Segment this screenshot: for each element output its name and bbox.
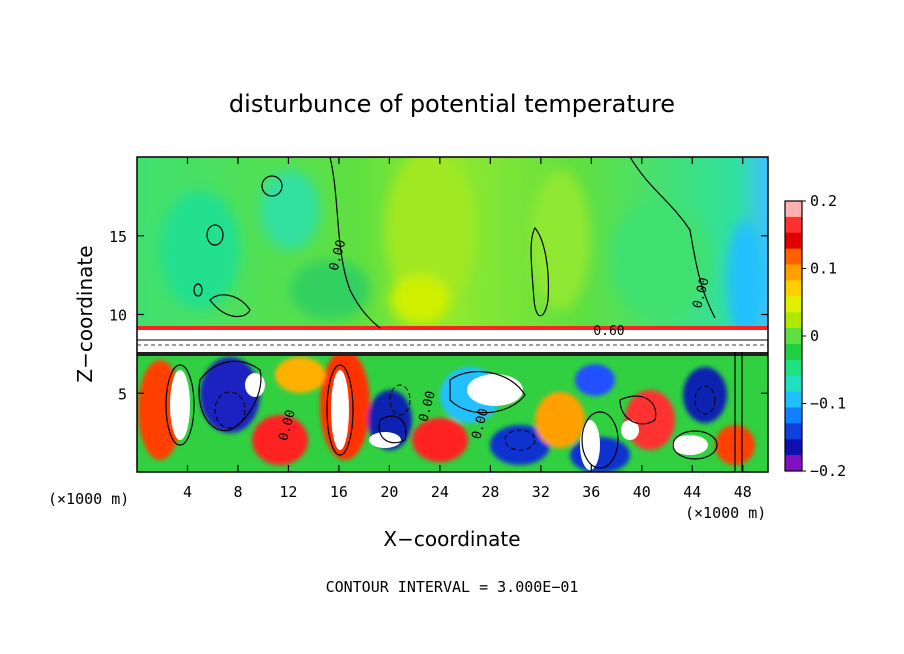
x-axis-unit-left: (×1000 m) (48, 490, 129, 508)
x-tick-label: 4 (183, 483, 192, 501)
contour-label: 0.60 (593, 324, 624, 339)
contour-interval-note: CONTOUR INTERVAL = 3.000E−01 (326, 578, 579, 596)
y-tick-label: 10 (109, 307, 127, 325)
inversion-band-bottom (137, 352, 768, 356)
colorbar-segment (785, 248, 802, 266)
x-tick-label: 48 (734, 483, 752, 501)
x-tick-label: 28 (481, 483, 499, 501)
x-tick-label: 20 (380, 483, 398, 501)
y-tick-label: 5 (118, 385, 127, 403)
x-axis-label: X−coordinate (383, 527, 520, 551)
colorbar: 0.2 0.1 0 −0.1 −0.2 (784, 192, 846, 480)
lower-field-white-regions (170, 370, 708, 470)
colorbar-segment (785, 296, 802, 313)
inversion-band-top (137, 326, 768, 330)
x-axis-unit-right: (×1000 m) (685, 504, 766, 522)
x-tick-label: 8 (233, 483, 242, 501)
colorbar-tick-label: 0.2 (810, 192, 837, 210)
colorbar-segment (785, 264, 802, 281)
x-tick-label: 32 (532, 483, 550, 501)
colorbar-segment (785, 375, 802, 393)
inversion-band (137, 330, 768, 352)
colorbar-tick-label: −0.1 (810, 395, 846, 413)
colorbar-segment (785, 312, 802, 329)
x-tick-label: 24 (431, 483, 449, 501)
x-axis: 4 8 12 16 20 24 28 32 36 40 44 48 (183, 157, 752, 501)
y-tick-label: 15 (109, 228, 127, 246)
colorbar-segment (785, 423, 802, 440)
y-axis-label: Z−coordinate (73, 245, 97, 382)
colorbar-segment (785, 328, 802, 345)
colorbar-segment (785, 280, 802, 297)
chart-title: disturbunce of potential temperature (229, 90, 675, 118)
colorbar-segment (785, 439, 802, 456)
contour-lines (165, 157, 743, 472)
x-tick-label: 16 (330, 483, 348, 501)
y-axis: 5 10 15 (109, 228, 768, 403)
x-tick-label: 44 (683, 483, 701, 501)
colorbar-tick-label: −0.2 (810, 462, 846, 480)
colorbar-tick-label: 0.1 (810, 260, 837, 278)
colorbar-segment (785, 216, 802, 234)
colorbar-segment (785, 201, 802, 218)
colorbar-tick-label: 0 (810, 327, 819, 345)
plot-area: 0.000.000.000.000.600.00 (137, 157, 768, 472)
x-tick-label: 12 (279, 483, 297, 501)
contour-labels: 0.000.000.000.000.600.00 (276, 238, 713, 442)
colorbar-segment (785, 359, 802, 377)
x-tick-label: 40 (633, 483, 651, 501)
colorbar-segment (785, 391, 802, 408)
dashed-contours (214, 384, 716, 451)
colorbar-segment (785, 455, 802, 472)
colorbar-segment (785, 232, 802, 250)
upper-field-texture (160, 157, 763, 340)
colorbar-segment (785, 343, 802, 361)
x-tick-label: 36 (582, 483, 600, 501)
colorbar-segment (785, 407, 802, 424)
